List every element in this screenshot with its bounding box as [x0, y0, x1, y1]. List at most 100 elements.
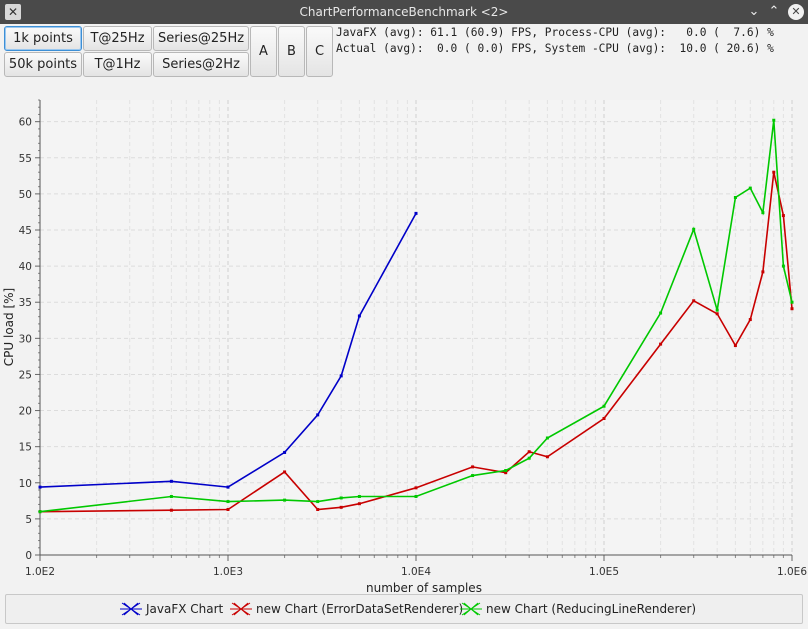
- series-line-1: [39, 172, 793, 513]
- y-tick-label: 20: [19, 406, 32, 418]
- window-title: ChartPerformanceBenchmark <2>: [299, 5, 509, 19]
- series-layer: [38, 118, 794, 514]
- series-line-0: [39, 213, 417, 488]
- y-tick-label: 50: [19, 189, 32, 201]
- data-point: [316, 500, 320, 504]
- y-tick-label: 35: [19, 297, 32, 309]
- fps-stats-line: JavaFX (avg): 61.1 (60.9) FPS, Process-C…: [336, 26, 774, 39]
- timer-25hz-button[interactable]: T@25Hz: [83, 26, 152, 51]
- legend-label-reducingline: new Chart (ReducingLineRenderer): [486, 602, 697, 616]
- y-tick-label: 60: [19, 117, 32, 129]
- cpu-stats-line: Actual (avg): 0.0 ( 0.0) FPS, System -CP…: [336, 42, 774, 55]
- y-tick-label: 0: [25, 550, 32, 562]
- data-point: [357, 314, 361, 318]
- y-tick-label: 5: [25, 514, 32, 526]
- data-point: [733, 344, 737, 348]
- data-point: [781, 214, 785, 218]
- 50k-points-button[interactable]: 50k points: [4, 52, 82, 77]
- x-app-icon: ✕: [5, 4, 21, 20]
- data-point: [748, 186, 752, 190]
- data-point: [357, 495, 361, 498]
- data-point: [169, 479, 173, 483]
- data-point: [504, 469, 508, 472]
- legend: JavaFX Chart new Chart (ErrorDataSetRend…: [5, 594, 803, 624]
- data-point: [602, 417, 606, 420]
- data-point: [790, 300, 794, 304]
- x-tick-label: 1.0E4: [401, 566, 431, 578]
- series-line-2: [39, 120, 793, 513]
- data-point: [761, 211, 765, 215]
- data-point: [772, 118, 776, 122]
- x-tick-label: 1.0E3: [213, 566, 243, 578]
- data-point: [602, 404, 606, 408]
- axes: 0 5 10 15 20 25 30 35 40 45 50 55 60 1.0E2 1.0E3 1.0E4 1…: [19, 99, 807, 578]
- y-tick-label: 10: [19, 478, 32, 490]
- y-axis-label: CPU load [%]: [2, 288, 16, 366]
- data-point: [733, 196, 737, 199]
- legend-label-errordataset: new Chart (ErrorDataSetRenderer): [256, 602, 464, 616]
- data-point: [692, 227, 696, 231]
- close-icon[interactable]: ✕: [786, 0, 806, 24]
- data-point: [692, 299, 696, 303]
- legend-swatch-reducingline: [460, 602, 482, 616]
- cpu-load-chart: 0 5 10 15 20 25 30 35 40 45 50 55 60 1.0E2 1.0E3 1.0E4 1…: [2, 99, 807, 595]
- data-point: [169, 495, 173, 498]
- data-point: [283, 498, 287, 502]
- y-tick-label: 40: [19, 261, 32, 273]
- series-25hz-button[interactable]: Series@25Hz: [153, 26, 249, 51]
- data-point: [38, 485, 42, 489]
- data-point: [545, 436, 549, 440]
- data-point: [226, 500, 230, 504]
- x-axis-label: number of samples: [366, 581, 482, 595]
- y-tick-label: 55: [19, 153, 32, 165]
- y-tick-label: 25: [19, 369, 32, 381]
- data-point: [504, 471, 508, 475]
- data-point: [316, 508, 320, 511]
- y-tick-label: 45: [19, 225, 32, 237]
- data-point: [761, 270, 765, 274]
- legend-label-javafx: JavaFX Chart: [146, 602, 224, 616]
- data-point: [339, 505, 343, 509]
- data-point: [339, 374, 343, 378]
- data-point: [357, 502, 361, 506]
- data-point: [790, 307, 794, 311]
- legend-swatch-javafx: [120, 602, 142, 616]
- title-bar: ✕ ChartPerformanceBenchmark <2> ⌄ ⌃ ✕: [0, 0, 808, 24]
- maximize-icon[interactable]: ⌃: [768, 4, 780, 19]
- x-tick-label: 1.0E6: [777, 566, 807, 578]
- data-point: [471, 474, 475, 478]
- y-tick-label: 15: [19, 442, 32, 454]
- data-point: [283, 470, 287, 474]
- data-point: [316, 413, 320, 417]
- data-point: [414, 486, 418, 490]
- c-button[interactable]: C: [306, 26, 333, 77]
- data-point: [659, 311, 663, 315]
- data-point: [659, 342, 663, 346]
- b-button[interactable]: B: [278, 26, 305, 77]
- series-2hz-button[interactable]: Series@2Hz: [153, 52, 249, 77]
- x-tick-label: 1.0E5: [589, 566, 619, 578]
- y-tick-label: 30: [19, 333, 32, 345]
- data-point: [545, 455, 549, 459]
- data-point: [715, 312, 719, 316]
- data-point: [414, 211, 418, 215]
- x-tick-label: 1.0E2: [25, 566, 55, 578]
- data-point: [471, 465, 475, 469]
- data-point: [414, 495, 418, 498]
- data-point: [169, 508, 173, 512]
- data-point: [715, 308, 719, 312]
- grid: [40, 100, 793, 555]
- data-point: [38, 510, 42, 514]
- a-button[interactable]: A: [250, 26, 277, 77]
- data-point: [748, 318, 752, 322]
- data-point: [226, 485, 230, 489]
- 1k-points-button[interactable]: 1k points: [4, 26, 82, 51]
- data-point: [283, 450, 287, 454]
- data-point: [226, 508, 230, 511]
- data-point: [339, 496, 343, 500]
- timer-1hz-button[interactable]: T@1Hz: [83, 52, 152, 77]
- legend-swatch-errordataset: [230, 602, 252, 616]
- data-point: [527, 456, 531, 460]
- data-point: [781, 264, 785, 268]
- minimize-icon[interactable]: ⌄: [748, 4, 760, 19]
